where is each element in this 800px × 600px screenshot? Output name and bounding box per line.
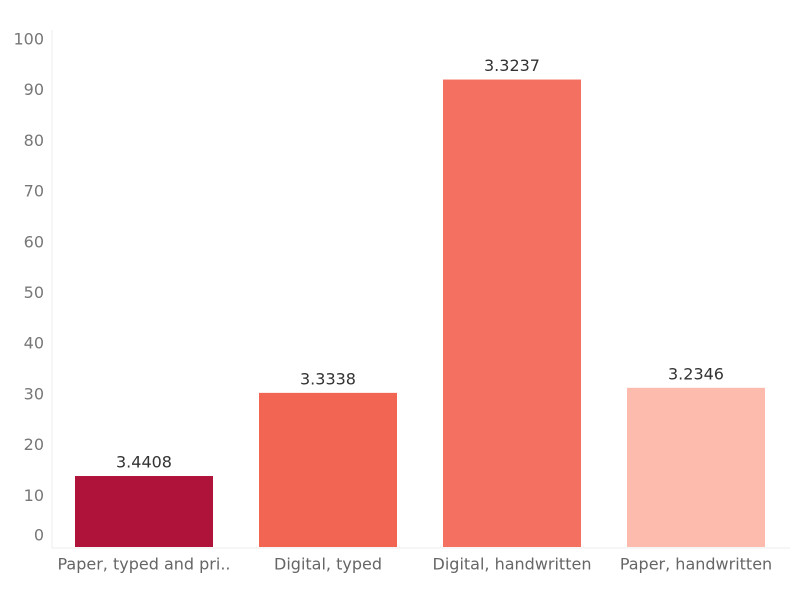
bar [627, 387, 765, 547]
y-tick-label: 50 [24, 283, 44, 302]
y-tick-label: 30 [24, 384, 44, 403]
y-tick-label: 20 [24, 435, 44, 454]
y-tick-label: 100 [13, 30, 44, 49]
y-tick-label: 10 [24, 486, 44, 505]
x-tick-label: Paper, handwritten [620, 555, 772, 574]
bar [259, 392, 397, 547]
data-label: 3.2346 [668, 364, 724, 383]
y-tick-label: 40 [24, 334, 44, 353]
bar [443, 79, 581, 548]
x-tick-label: Paper, typed and pri.. [57, 555, 230, 574]
y-tick-label: 80 [24, 131, 44, 150]
y-tick-label: 0 [34, 526, 44, 545]
x-tick-label: Digital, handwritten [433, 555, 592, 574]
y-tick-label: 90 [24, 80, 44, 99]
x-tick-label: Digital, typed [274, 555, 382, 574]
data-label: 3.3237 [484, 56, 540, 75]
bar [75, 476, 213, 547]
data-label: 3.4408 [116, 453, 172, 472]
y-tick-label: 60 [24, 232, 44, 251]
y-tick-label: 70 [24, 182, 44, 201]
data-label: 3.3338 [300, 369, 356, 388]
